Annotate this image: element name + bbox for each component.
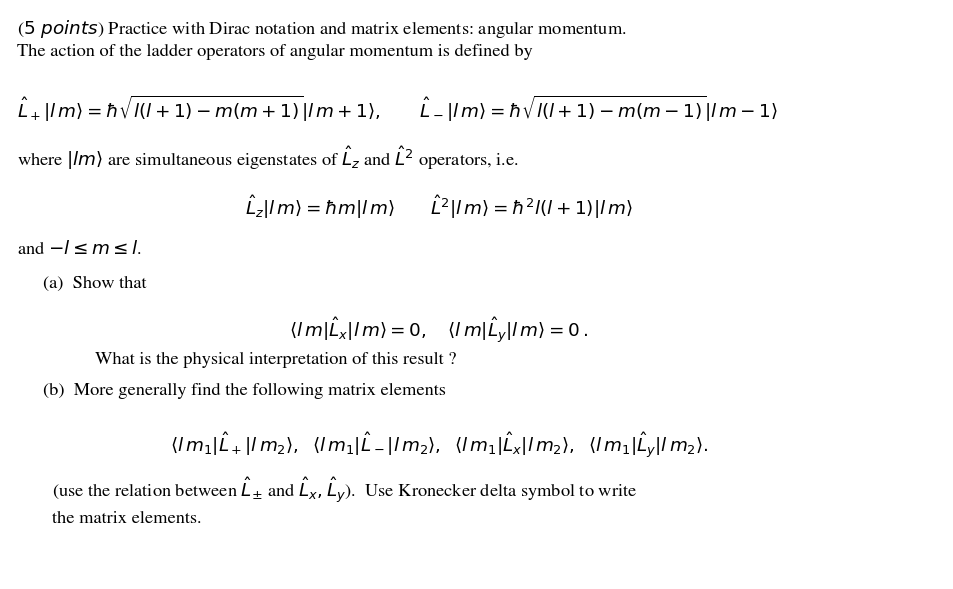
Text: (use the relation between $\hat{L}_{\pm}$ and $\hat{L}_x, \hat{L}_y$).  Use Kron: (use the relation between $\hat{L}_{\pm}…	[52, 475, 637, 505]
Text: $\hat{L}_+|l\,m\rangle = \hbar\sqrt{l(l+1)-m(m+1)}|l\,m+1\rangle,\quad\quad \hat: $\hat{L}_+|l\,m\rangle = \hbar\sqrt{l(l+…	[17, 94, 778, 124]
Text: where $|lm\rangle$ are simultaneous eigenstates of $\hat{L}_z$ and $\hat{L}^2$ o: where $|lm\rangle$ are simultaneous eige…	[17, 144, 518, 172]
Text: What is the physical interpretation of this result ?: What is the physical interpretation of t…	[95, 352, 456, 368]
Text: (b)  More generally find the following matrix elements: (b) More generally find the following ma…	[43, 383, 445, 399]
Text: $\hat{L}_z|l\,m\rangle = \hbar m|l\,m\rangle\quad\quad \hat{L}^2|l\,m\rangle = \: $\hat{L}_z|l\,m\rangle = \hbar m|l\,m\ra…	[245, 193, 632, 221]
Text: ($\it{5\ points}$) Practice with Dirac notation and matrix elements: angular mom: ($\it{5\ points}$) Practice with Dirac n…	[17, 18, 626, 39]
Text: the matrix elements.: the matrix elements.	[52, 511, 202, 527]
Text: and $-l \leq m \leq l$.: and $-l \leq m \leq l$.	[17, 240, 142, 259]
Text: The action of the ladder operators of angular momentum is defined by: The action of the ladder operators of an…	[17, 44, 533, 60]
Text: $\langle l\,m_1|\hat{L}_+|l\,m_2\rangle,\;\; \langle l\,m_1|\hat{L}_-|l\,m_2\ran: $\langle l\,m_1|\hat{L}_+|l\,m_2\rangle,…	[170, 430, 707, 460]
Text: (a)  Show that: (a) Show that	[43, 276, 146, 292]
Text: $\langle l\,m|\hat{L}_x|l\,m\rangle = 0,\quad \langle l\,m|\hat{L}_y|l\,m\rangle: $\langle l\,m|\hat{L}_x|l\,m\rangle = 0,…	[289, 315, 588, 345]
